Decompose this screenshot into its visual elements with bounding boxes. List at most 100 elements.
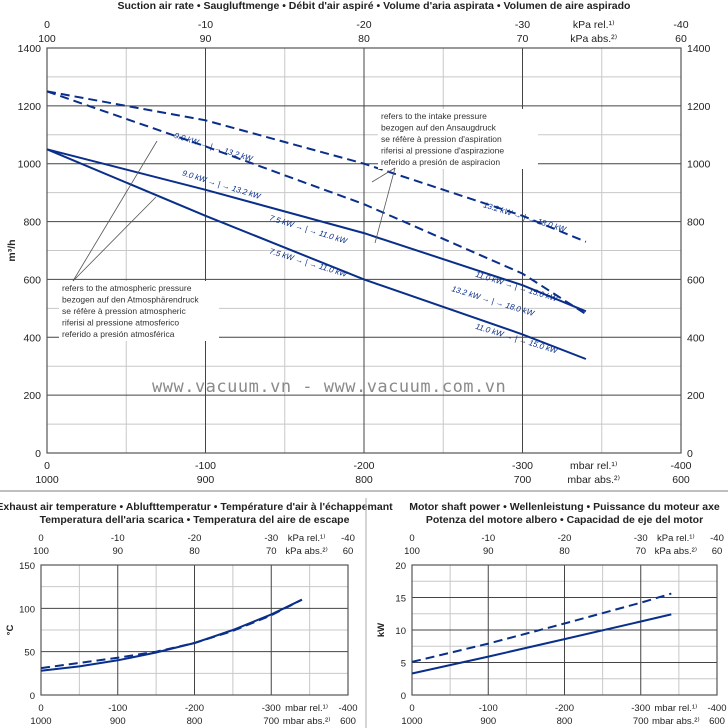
y-tick-label-right: 400 bbox=[687, 332, 705, 344]
x-bottom-abs-tick-unit: mbar abs.²⁾ bbox=[283, 716, 331, 727]
series-line-dashed bbox=[46, 90, 587, 315]
x-top-rel-tick: -40 bbox=[710, 533, 724, 544]
series-line-dashed bbox=[46, 90, 587, 243]
x-bottom-abs-tick: 700 bbox=[263, 716, 279, 727]
x-bottom-rel-tick: -200 bbox=[185, 703, 204, 714]
x-top-rel-tick: -20 bbox=[356, 19, 371, 31]
y-tick-label: 1200 bbox=[18, 101, 42, 113]
series-line-dashed bbox=[411, 592, 672, 663]
intake-note-bg bbox=[378, 109, 538, 169]
x-bottom-rel-tick: -300 bbox=[512, 460, 533, 472]
intake-pointer bbox=[374, 167, 396, 244]
x-bottom-abs-tick-unit: mbar abs.²⁾ bbox=[652, 716, 700, 727]
x-bottom-abs-tick: 600 bbox=[709, 716, 725, 727]
chart-power: Motor shaft power • Wellenleistung • Pui… bbox=[376, 501, 727, 727]
chart-title-line: Temperatura dell'aria scarica • Temperat… bbox=[40, 514, 350, 526]
x-bottom-abs-tick: 700 bbox=[633, 716, 649, 727]
x-top-rel-tick: -30 bbox=[515, 19, 530, 31]
atmospheric-note-text: riferisi al pressione atmosferico bbox=[62, 318, 179, 328]
intake-note-text: referido a presión de aspiracion bbox=[381, 157, 500, 167]
power-range-label: 11.0 kW → | → 15.0 kW bbox=[474, 322, 559, 356]
x-top-abs-tick: 70 bbox=[517, 33, 529, 45]
y-tick-label: 50 bbox=[24, 648, 35, 659]
x-top-rel-tick: -40 bbox=[341, 533, 355, 544]
x-bottom-rel-tick: -400 bbox=[670, 460, 691, 472]
x-bottom-rel-tick: -100 bbox=[108, 703, 127, 714]
x-bottom-abs-tick: 1000 bbox=[35, 474, 59, 486]
x-top-abs-tick: 70 bbox=[635, 546, 646, 557]
y-tick-label: 200 bbox=[23, 390, 41, 402]
watermark: www.vacuum.vn - www.vacuum.com.vn bbox=[152, 377, 506, 397]
x-top-rel-tick: -20 bbox=[188, 533, 202, 544]
x-top-rel-tick: -10 bbox=[198, 19, 213, 31]
x-top-abs-tick: 80 bbox=[559, 546, 570, 557]
x-top-rel-tick: 0 bbox=[409, 533, 414, 544]
y-tick-label: 10 bbox=[395, 626, 406, 637]
x-top-abs-tick: 90 bbox=[112, 546, 123, 557]
chart-title: Suction air rate • Saugluftmenge • Débit… bbox=[118, 0, 631, 12]
x-bottom-abs-tick: 1000 bbox=[401, 716, 422, 727]
y-tick-label-right: 200 bbox=[687, 390, 705, 402]
x-top-rel-tick-unit: kPa rel.¹⁾ bbox=[657, 533, 695, 544]
atmospheric-pointer bbox=[72, 140, 158, 282]
y-tick-label: 0 bbox=[30, 691, 35, 702]
series-line-solid bbox=[46, 148, 587, 313]
y-tick-label-right: 1400 bbox=[687, 43, 711, 55]
chart-temperature: Exhaust air temperature • Ablufttemperat… bbox=[0, 501, 393, 727]
y-axis-label: °C bbox=[5, 625, 16, 636]
x-top-abs-tick: 60 bbox=[712, 546, 723, 557]
series-line-solid bbox=[40, 598, 303, 672]
x-top-abs-tick: 90 bbox=[200, 33, 212, 45]
x-top-rel-tick-unit: kPa rel.¹⁾ bbox=[573, 19, 615, 31]
x-bottom-rel-tick: -300 bbox=[631, 703, 650, 714]
y-tick-label: 800 bbox=[23, 217, 41, 229]
x-bottom-abs-tick: 1000 bbox=[30, 716, 51, 727]
power-range-label: 13.2 kW → | → 18.0 kW bbox=[482, 200, 568, 234]
x-top-rel-tick: -20 bbox=[558, 533, 572, 544]
series-line-solid bbox=[411, 613, 672, 675]
y-tick-label: 1400 bbox=[18, 43, 42, 55]
intake-note-text: se réfère à pression d'aspiration bbox=[381, 134, 502, 144]
x-top-rel-tick: -10 bbox=[111, 533, 125, 544]
y-tick-label: 600 bbox=[23, 274, 41, 286]
x-top-abs-tick-unit: kPa abs.²⁾ bbox=[570, 33, 617, 45]
y-axis-label: m³/h bbox=[6, 239, 18, 261]
intake-note-text: riferisi al pressione d'aspirazione bbox=[381, 146, 504, 156]
x-top-abs-tick-unit: kPa abs.²⁾ bbox=[655, 546, 697, 557]
atmospheric-note-text: referido a presión atmosférica bbox=[62, 329, 175, 339]
series-line-solid bbox=[46, 148, 587, 360]
x-bottom-rel-tick: -400 bbox=[707, 703, 726, 714]
x-top-abs-tick: 80 bbox=[189, 546, 200, 557]
y-tick-label-right: 600 bbox=[687, 274, 705, 286]
power-range-label: 7.5 kW → | → 11.0 kW bbox=[268, 247, 349, 280]
chart-title-line: Motor shaft power • Wellenleistung • Pui… bbox=[409, 501, 720, 513]
x-bottom-abs-tick: 600 bbox=[672, 474, 690, 486]
plot-frame bbox=[411, 564, 718, 696]
atmospheric-note-bg bbox=[59, 281, 219, 341]
chart-title-line: Potenza del motore albero • Capacidad de… bbox=[426, 514, 703, 526]
x-top-abs-tick: 60 bbox=[675, 33, 687, 45]
y-tick-label: 5 bbox=[401, 659, 406, 670]
x-bottom-abs-tick-unit: mbar abs.²⁾ bbox=[567, 474, 620, 486]
x-top-abs-tick-unit: kPa abs.²⁾ bbox=[285, 546, 327, 557]
y-tick-label: 20 bbox=[395, 561, 406, 572]
x-bottom-abs-tick: 800 bbox=[187, 716, 203, 727]
y-tick-label: 0 bbox=[35, 448, 41, 460]
x-top-abs-tick: 60 bbox=[343, 546, 354, 557]
x-bottom-rel-tick: 0 bbox=[409, 703, 414, 714]
y-tick-label: 15 bbox=[395, 594, 406, 605]
x-bottom-abs-tick: 600 bbox=[340, 716, 356, 727]
x-top-rel-tick: 0 bbox=[44, 19, 50, 31]
y-tick-label: 0 bbox=[401, 691, 406, 702]
atmospheric-note-text: bezogen auf den Atmosphärendruck bbox=[62, 295, 199, 305]
x-bottom-abs-tick: 800 bbox=[355, 474, 373, 486]
y-tick-label-right: 0 bbox=[687, 448, 693, 460]
atmospheric-pointer bbox=[72, 196, 157, 282]
y-tick-label-right: 1000 bbox=[687, 159, 711, 171]
x-bottom-rel-tick: -100 bbox=[195, 460, 216, 472]
chart-title-line: Exhaust air temperature • Ablufttemperat… bbox=[0, 501, 393, 513]
x-bottom-rel-tick: -300 bbox=[262, 703, 281, 714]
series-line-dashed bbox=[40, 598, 303, 670]
x-bottom-abs-tick: 900 bbox=[110, 716, 126, 727]
